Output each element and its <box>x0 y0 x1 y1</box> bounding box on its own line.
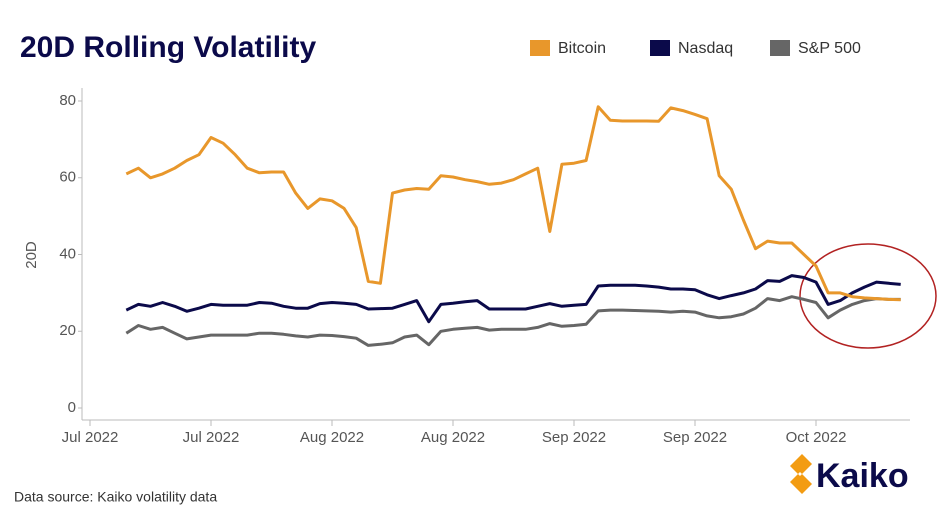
x-tick-label: Aug 2022 <box>421 429 485 446</box>
x-tick-label: Jul 2022 <box>183 429 240 446</box>
y-axis-label: 20D <box>23 241 40 269</box>
legend-swatch <box>650 40 670 56</box>
x-tick-label: Jul 2022 <box>62 429 119 446</box>
x-tick-label: Sep 2022 <box>663 429 727 446</box>
series-line <box>125 274 901 324</box>
highlight-circle <box>799 243 937 349</box>
y-tick-label: 60 <box>59 169 76 186</box>
legend-label: S&P 500 <box>798 40 861 57</box>
series-line <box>125 295 901 347</box>
x-tick-label: Aug 2022 <box>300 429 364 446</box>
legend-swatch <box>770 40 790 56</box>
x-tick-label: Sep 2022 <box>542 429 606 446</box>
legend-label: Bitcoin <box>558 40 606 57</box>
logo-text: Kaiko <box>816 457 909 495</box>
chart-title: 20D Rolling Volatility <box>20 31 316 64</box>
y-tick-label: 20 <box>59 322 76 339</box>
x-tick-label: Oct 2022 <box>786 429 847 446</box>
y-tick-label: 40 <box>59 245 76 262</box>
legend-label: Nasdaq <box>678 40 733 57</box>
y-tick-label: 0 <box>68 399 76 416</box>
series-line <box>125 105 901 302</box>
y-tick-label: 80 <box>59 92 76 109</box>
source-note: Data source: Kaiko volatility data <box>14 489 217 505</box>
logo: Kaiko <box>790 454 909 495</box>
legend-swatch <box>530 40 550 56</box>
